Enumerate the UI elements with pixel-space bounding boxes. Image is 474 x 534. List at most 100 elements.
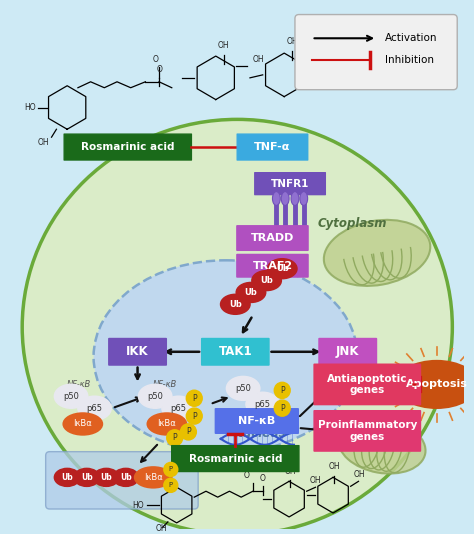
Text: Apoptosis: Apoptosis [406, 380, 468, 389]
Ellipse shape [93, 260, 357, 453]
Text: TRADD: TRADD [251, 233, 294, 243]
FancyBboxPatch shape [314, 411, 420, 451]
FancyBboxPatch shape [172, 446, 299, 472]
FancyBboxPatch shape [237, 226, 308, 250]
Text: OH: OH [38, 138, 49, 147]
FancyBboxPatch shape [46, 452, 198, 509]
Text: Cytoplasm: Cytoplasm [318, 217, 387, 230]
FancyBboxPatch shape [216, 409, 298, 433]
FancyBboxPatch shape [64, 134, 191, 160]
Ellipse shape [93, 468, 119, 486]
Ellipse shape [63, 413, 102, 435]
Text: p50: p50 [235, 384, 251, 393]
Text: IκBα: IκBα [73, 420, 92, 428]
Ellipse shape [274, 382, 290, 398]
Text: P: P [280, 404, 284, 413]
Text: Activation: Activation [385, 33, 438, 43]
Text: OH: OH [354, 470, 365, 480]
Ellipse shape [281, 192, 289, 206]
Text: JNK: JNK [336, 345, 359, 358]
FancyBboxPatch shape [237, 134, 308, 160]
Text: OH: OH [218, 41, 229, 50]
Text: Antiapoptotic
genes: Antiapoptotic genes [327, 374, 408, 395]
Text: P: P [192, 394, 197, 403]
Ellipse shape [338, 418, 426, 474]
FancyBboxPatch shape [255, 172, 325, 194]
Text: Rosmarinic acid: Rosmarinic acid [189, 453, 282, 464]
Text: p65: p65 [255, 399, 271, 409]
Text: OH: OH [155, 524, 167, 533]
Text: p50: p50 [147, 392, 163, 401]
Ellipse shape [147, 413, 186, 435]
Ellipse shape [164, 462, 178, 476]
Ellipse shape [162, 396, 195, 420]
Ellipse shape [396, 360, 474, 408]
Ellipse shape [22, 120, 452, 534]
Text: Ub: Ub [120, 473, 132, 482]
FancyBboxPatch shape [314, 365, 420, 404]
Text: Ub: Ub [276, 264, 289, 273]
Ellipse shape [291, 192, 299, 206]
Text: Ub: Ub [245, 288, 257, 297]
Text: P: P [169, 482, 173, 488]
Ellipse shape [113, 468, 138, 486]
Text: IκBα: IκBα [144, 473, 163, 482]
Text: P: P [192, 412, 197, 421]
Text: P: P [169, 467, 173, 473]
Text: O: O [260, 474, 265, 483]
Ellipse shape [221, 294, 250, 314]
Ellipse shape [246, 392, 279, 416]
Text: TNFR1: TNFR1 [271, 179, 309, 189]
Text: Ub: Ub [61, 473, 73, 482]
FancyBboxPatch shape [295, 14, 457, 90]
Ellipse shape [55, 384, 88, 408]
Text: Nucleus: Nucleus [233, 427, 286, 441]
FancyBboxPatch shape [202, 339, 269, 365]
Ellipse shape [167, 430, 182, 446]
Text: Ub: Ub [81, 473, 92, 482]
Text: Ub: Ub [100, 473, 112, 482]
Text: Rosmarinic acid: Rosmarinic acid [81, 142, 174, 152]
Text: p65: p65 [171, 404, 187, 413]
Ellipse shape [273, 192, 280, 206]
Ellipse shape [135, 467, 172, 488]
Ellipse shape [138, 384, 172, 408]
Text: OH: OH [284, 467, 296, 476]
Text: P: P [280, 386, 284, 395]
Ellipse shape [274, 400, 290, 416]
Text: Ub: Ub [260, 276, 273, 285]
Ellipse shape [164, 478, 178, 492]
Text: TRAF2: TRAF2 [252, 261, 292, 271]
Text: OH: OH [328, 462, 340, 472]
Text: P: P [186, 427, 191, 436]
Text: O: O [152, 55, 158, 64]
Text: O: O [156, 65, 162, 74]
Ellipse shape [227, 376, 260, 400]
FancyBboxPatch shape [237, 255, 308, 277]
Text: HO: HO [24, 103, 36, 112]
Text: OH: OH [286, 37, 298, 46]
Ellipse shape [268, 259, 297, 279]
Ellipse shape [78, 396, 111, 420]
Text: Inhibition: Inhibition [385, 55, 434, 65]
FancyBboxPatch shape [109, 339, 166, 365]
Text: IκBα: IκBα [157, 420, 176, 428]
Ellipse shape [252, 271, 281, 290]
Text: NF-κB: NF-κB [153, 380, 177, 389]
Text: NF-κB: NF-κB [67, 380, 91, 389]
Text: OH: OH [253, 55, 264, 64]
Text: HO: HO [133, 500, 144, 509]
Text: IKK: IKK [126, 345, 149, 358]
Ellipse shape [300, 192, 308, 206]
FancyBboxPatch shape [319, 339, 376, 365]
Ellipse shape [324, 220, 430, 286]
Ellipse shape [237, 282, 265, 302]
Ellipse shape [186, 408, 202, 424]
Text: p65: p65 [87, 404, 102, 413]
Text: Ub: Ub [229, 300, 242, 309]
Text: OH: OH [313, 51, 325, 60]
Ellipse shape [74, 468, 100, 486]
Ellipse shape [55, 468, 80, 486]
Text: P: P [173, 433, 177, 442]
Text: TAK1: TAK1 [219, 345, 252, 358]
